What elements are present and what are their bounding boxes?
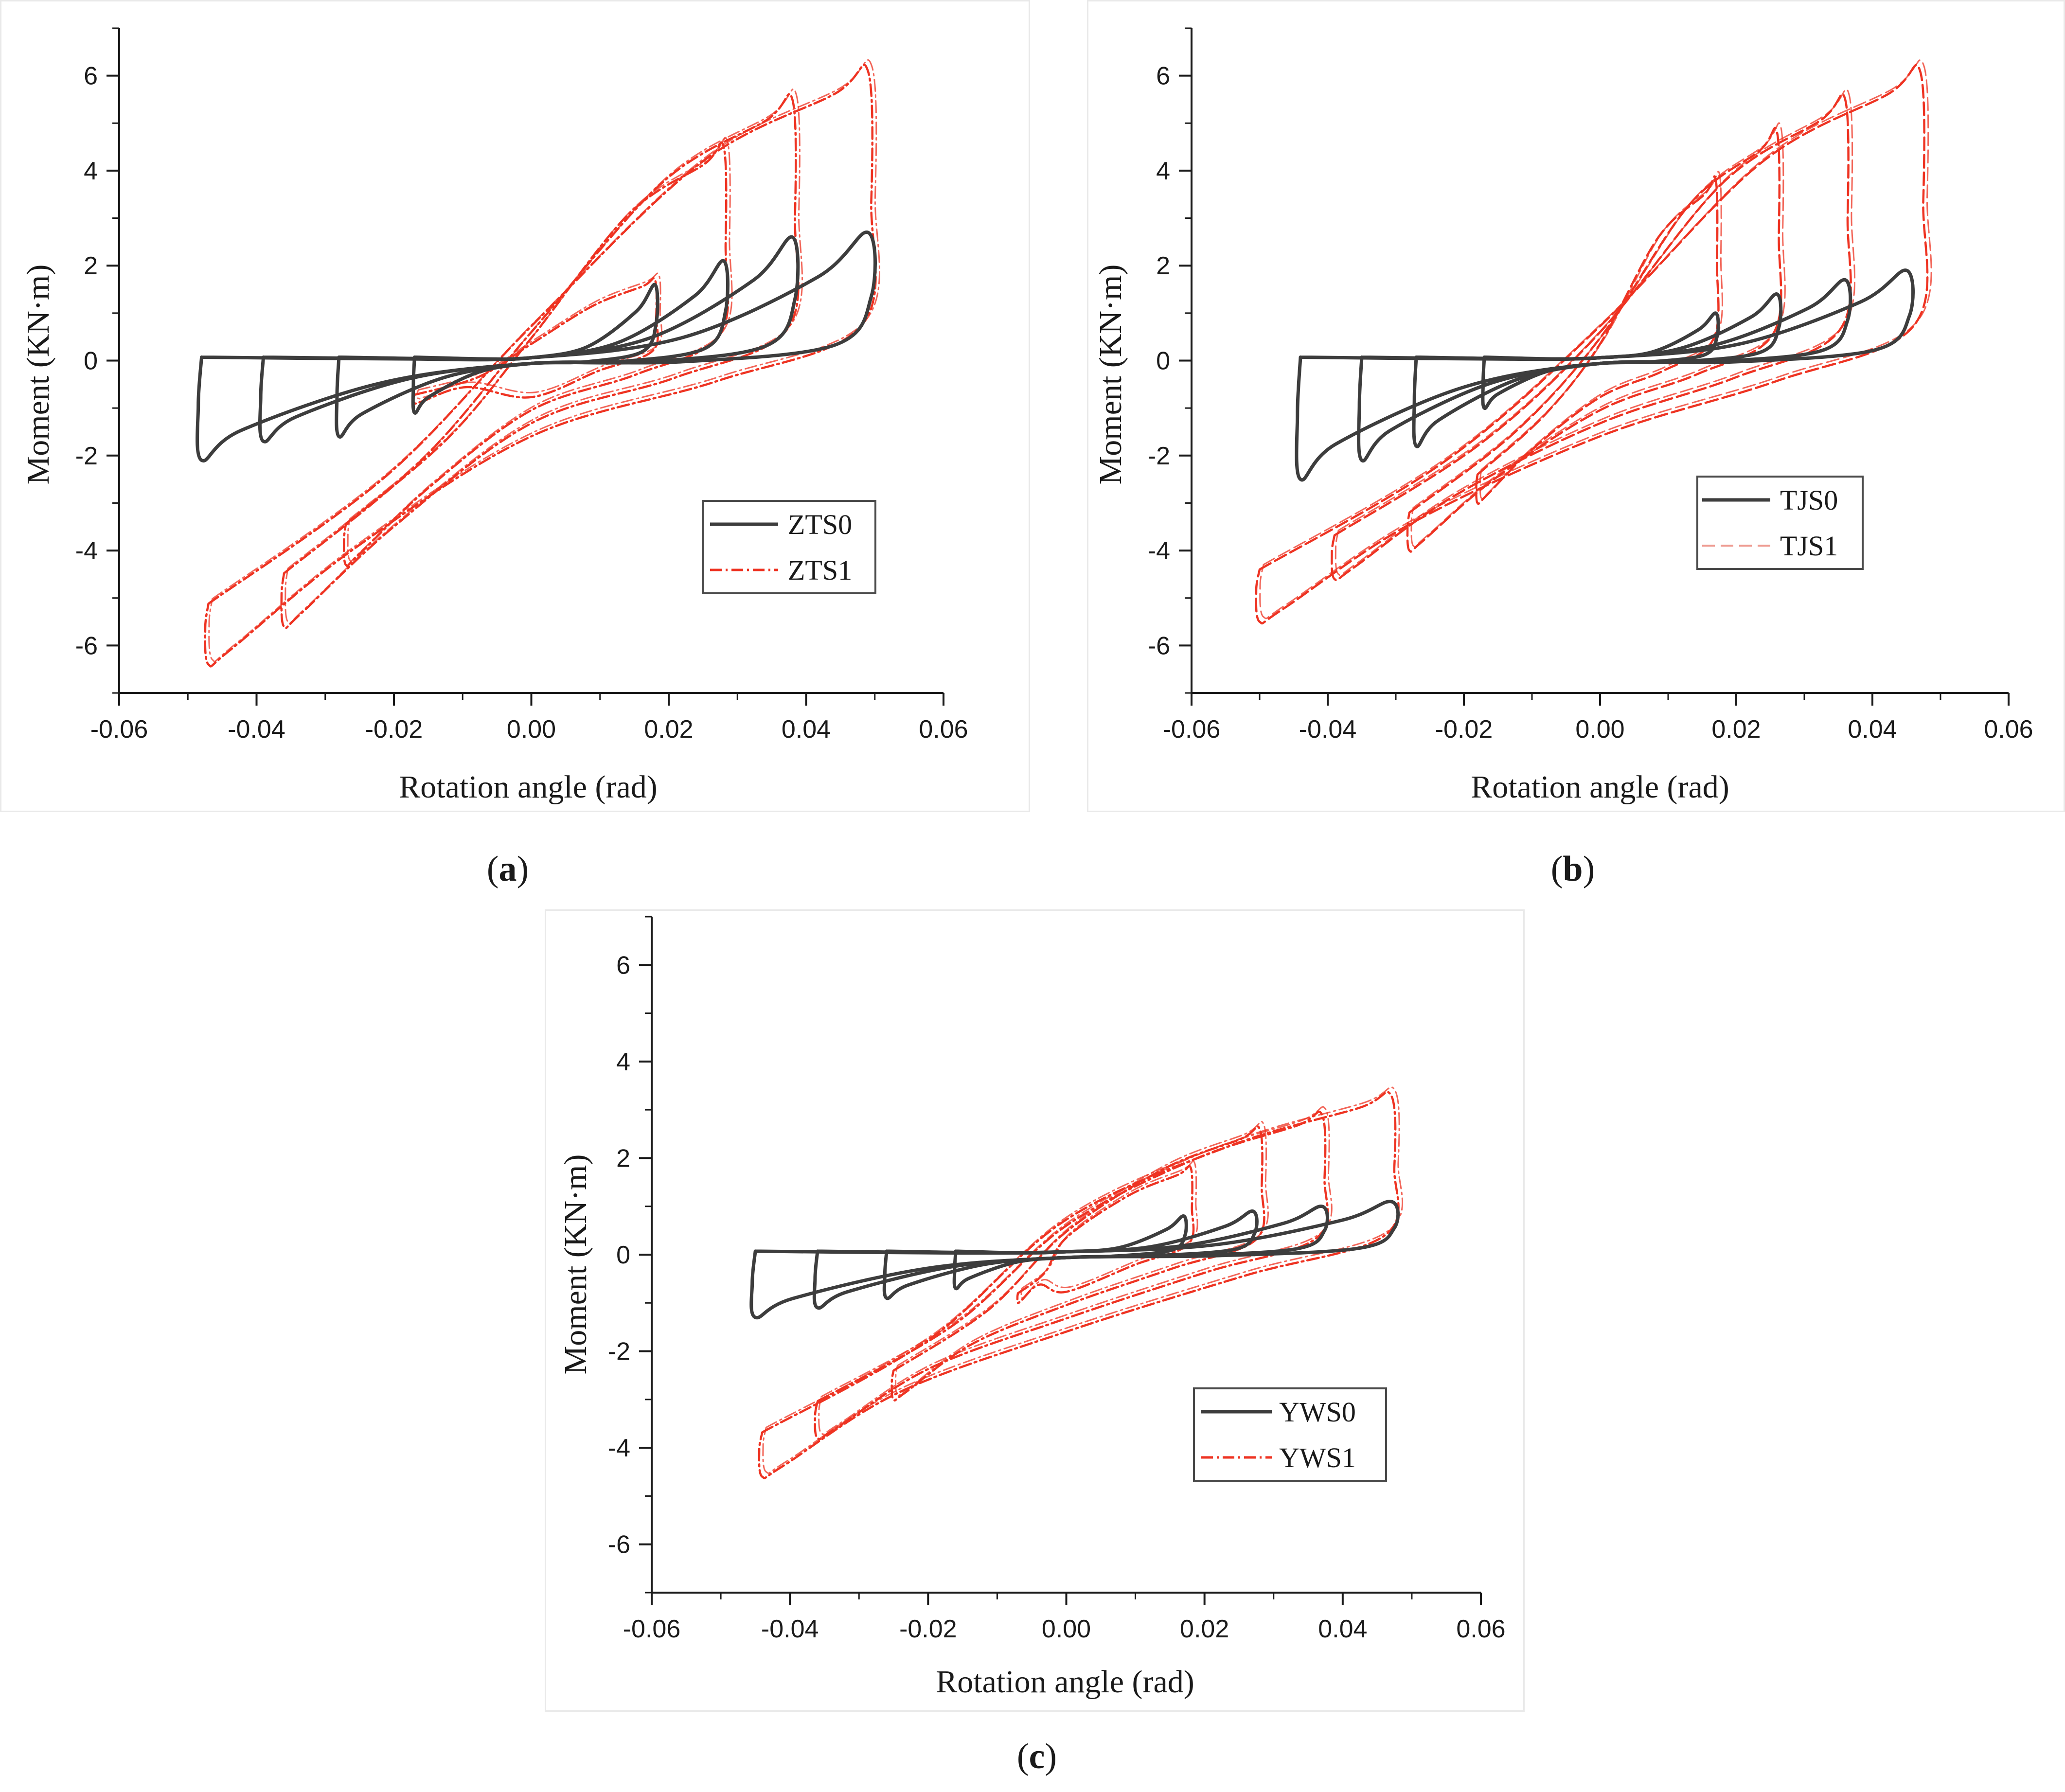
- legend-label-tjs1: TJS1: [1780, 530, 1838, 562]
- y-tick-label: -4: [1148, 537, 1170, 565]
- axes-b: -0.06 -0.04 -0.02 0.00 0.02 0.04 0.06 -6 -4 -2 0 2 4…: [1148, 27, 2033, 744]
- chart-panel-a: -0.06 -0.04 -0.02 0.00 0.02 0.04 0.06 -6 -4 -2 0 2 4…: [20, 27, 968, 805]
- series-yws1-loop-4: [758, 1091, 1400, 1479]
- y-axis-title-c: Moment (KN·m): [558, 1154, 593, 1375]
- x-tick-label: -0.02: [1435, 715, 1493, 744]
- legend-a: ZTS0 ZTS1: [702, 500, 876, 594]
- series-yws1-loop-1: [1016, 1165, 1195, 1305]
- x-tick-label: 0.06: [1984, 715, 2033, 744]
- x-tick-label: -0.04: [1299, 715, 1357, 744]
- legend-label-zts1: ZTS1: [788, 554, 852, 586]
- x-tick-label: 0.00: [1575, 715, 1624, 744]
- y-tick-label: 4: [1156, 157, 1170, 185]
- y-tick-label: -6: [75, 632, 98, 660]
- y-tick-label: 2: [616, 1144, 630, 1172]
- series-zts0-loop-2: [335, 259, 730, 439]
- x-tick-label: 0.04: [1318, 1615, 1367, 1643]
- curves-a: [196, 59, 880, 668]
- x-tick-label: 0.02: [644, 715, 693, 744]
- x-tick-label: 0.04: [1848, 715, 1897, 744]
- x-tick-label: -0.06: [90, 715, 148, 744]
- y-tick-label: 2: [1156, 252, 1170, 280]
- legend-b: TJS0 TJS1: [1696, 476, 1864, 570]
- y-tick-label: -6: [1148, 632, 1170, 660]
- y-tick-label: 2: [84, 252, 98, 280]
- caption-c: (c): [1016, 1737, 1057, 1776]
- series-yws0-loop-4: [749, 1200, 1400, 1320]
- y-tick-label: 4: [616, 1048, 630, 1076]
- panel-frame-b: [1087, 0, 2065, 812]
- panel-frame-c: [545, 909, 1525, 1712]
- panel-frame-a: [0, 0, 1030, 812]
- y-tick-label: 6: [616, 951, 630, 979]
- series-yws1-loop-4-repeat: [762, 1086, 1404, 1474]
- x-tick-label: 0.04: [782, 715, 831, 744]
- y-tick-label: -2: [75, 442, 98, 470]
- series-tjs0-loop-4: [1295, 268, 1915, 482]
- y-tick-label: 4: [84, 157, 98, 185]
- x-tick-label: 0.00: [1042, 1615, 1091, 1643]
- caption-a: (a): [486, 849, 529, 889]
- x-tick-label: -0.06: [623, 1615, 681, 1643]
- series-tjs1-loop-2-repeat: [1410, 122, 1786, 548]
- series-zts1-loop-2: [342, 141, 730, 568]
- series-yws1-loop-2: [890, 1125, 1265, 1402]
- series-yws1-loop-3-repeat: [818, 1106, 1333, 1436]
- x-tick-label: -0.02: [365, 715, 423, 744]
- series-zts0-loop-4: [196, 231, 877, 463]
- curves-c: [749, 1086, 1404, 1479]
- series-yws1-loop-1-repeat: [1020, 1160, 1198, 1299]
- y-tick-label: 0: [616, 1241, 630, 1269]
- series-tjs1-loop-1-repeat: [1479, 171, 1723, 500]
- x-tick-label: 0.02: [1711, 715, 1761, 744]
- series-zts1-loop-2-repeat: [347, 137, 733, 562]
- axes-c: -0.06 -0.04 -0.02 0.00 0.02 0.04 0.06 -6 -4 -2 0 2 4…: [608, 916, 1506, 1643]
- y-tick-label: 6: [84, 62, 98, 90]
- x-tick-label: 0.02: [1180, 1615, 1229, 1643]
- legend-box-a: [702, 500, 876, 594]
- legend-c: YWS0 YWS1: [1193, 1387, 1387, 1482]
- x-tick-label: -0.02: [899, 1615, 957, 1643]
- series-yws1-loop-2-repeat: [895, 1120, 1269, 1397]
- y-tick-label: -4: [75, 537, 98, 565]
- y-axis-title-b: Moment (KN·m): [1093, 265, 1128, 485]
- caption-b: (b): [1550, 849, 1595, 889]
- x-tick-label: -0.06: [1163, 715, 1221, 744]
- x-tick-label: -0.04: [228, 715, 285, 744]
- series-tjs1-loop-4: [1255, 64, 1929, 625]
- y-tick-label: 0: [1156, 347, 1170, 375]
- x-tick-label: -0.04: [761, 1615, 819, 1643]
- y-tick-label: -6: [608, 1531, 630, 1559]
- y-tick-label: 6: [1156, 62, 1170, 90]
- legend-label-tjs0: TJS0: [1780, 484, 1838, 516]
- chart-panel-c: -0.06 -0.04 -0.02 0.00 0.02 0.04 0.06 -6 -4 -2 0 2 4…: [558, 916, 1506, 1700]
- legend-box-b: [1696, 476, 1864, 570]
- y-axis-title-a: Moment (KN·m): [20, 265, 56, 485]
- x-axis-title-a: Rotation angle (rad): [399, 769, 657, 805]
- y-tick-label: -2: [608, 1338, 630, 1366]
- y-tick-label: 0: [84, 347, 98, 375]
- series-zts1-loop-4-repeat: [208, 59, 880, 662]
- axes-a: -0.06 -0.04 -0.02 0.00 0.02 0.04 0.06 -6 -4 -2 0 2 4…: [75, 27, 968, 744]
- legend-label-yws1: YWS1: [1279, 1442, 1356, 1473]
- curves-b: [1255, 59, 1932, 625]
- legend-label-yws0: YWS0: [1279, 1396, 1356, 1428]
- x-axis-title-c: Rotation angle (rad): [936, 1664, 1194, 1700]
- chart-panel-b: -0.06 -0.04 -0.02 0.00 0.02 0.04 0.06 -6 -4 -2 0 2 4…: [1093, 27, 2033, 805]
- y-tick-label: -2: [1148, 442, 1170, 470]
- legend-label-zts0: ZTS0: [788, 509, 852, 540]
- y-tick-label: -4: [608, 1434, 630, 1462]
- x-tick-label: 0.00: [507, 715, 556, 744]
- series-zts1-loop-3-repeat: [285, 88, 803, 624]
- series-tjs1-loop-4-repeat: [1259, 59, 1932, 620]
- x-tick-label: 0.06: [919, 715, 968, 744]
- legend-box-c: [1193, 1387, 1387, 1482]
- x-axis-title-b: Rotation angle (rad): [1471, 769, 1729, 805]
- x-tick-label: 0.06: [1456, 1615, 1505, 1643]
